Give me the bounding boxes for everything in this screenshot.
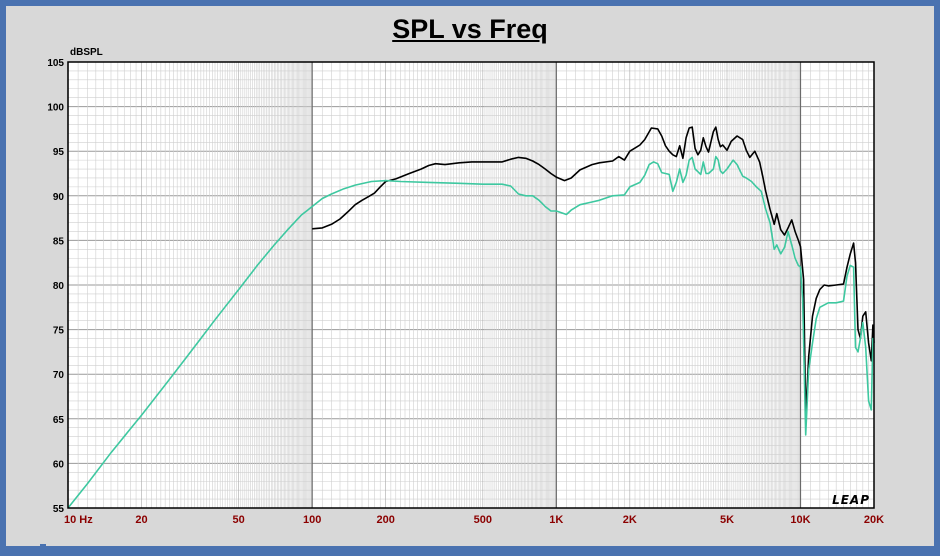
y-tick-label: 100 [47,103,64,114]
leap-logo: LEAP [832,493,870,507]
y-tick-label: 70 [53,370,65,381]
y-tick-label: 85 [53,236,65,247]
x-tick-label: 200 [376,514,394,526]
x-tick-label: 20K [864,514,884,526]
x-tick-label: 1K [549,514,563,526]
y-tick-label: 60 [53,459,65,470]
series-lines [67,126,875,509]
x-tick-label: 5K [720,514,734,526]
x-tick-label: 10K [790,514,810,526]
y-axis-label: dBSPL [70,47,103,58]
y-tick-label: 105 [47,58,64,69]
grid-lines [67,61,875,509]
y-tick-label: 65 [53,415,65,426]
y-tick-label: 75 [53,326,65,337]
y-tick-label: 95 [53,147,65,158]
window-bottom-tab [40,544,46,556]
x-tick-label: 500 [474,514,492,526]
y-tick-labels: 55 60 65 70 75 80 85 90 95 100 105 [47,58,64,515]
y-tick-label: 90 [53,192,65,203]
y-tick-label: 55 [53,504,65,515]
x-tick-label: 100 [303,514,321,526]
x-tick-label: 10 Hz [64,514,93,526]
x-tick-label: 2K [623,514,637,526]
x-tick-label: 20 [135,514,147,526]
x-tick-label: 50 [233,514,245,526]
chart-title: SPL vs Freq [392,14,548,44]
spl-series-black [312,126,875,418]
spl-series-teal [67,155,875,509]
x-tick-labels: 10 Hz 20 50 100 200 500 1K 2K 5K 10K 20K [64,514,884,526]
y-tick-label: 80 [53,281,65,292]
plot-border [67,61,875,509]
